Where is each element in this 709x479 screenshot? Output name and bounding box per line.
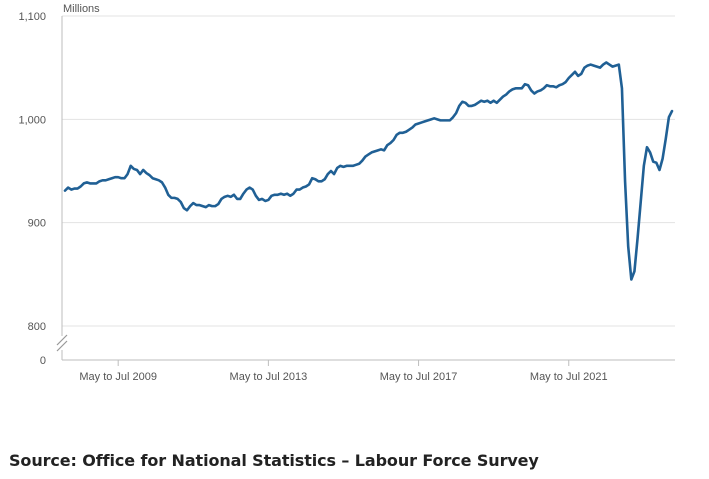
line-chart: Millions 1,100 1,000 900 800 0 May to Jul 20… (18, 3, 675, 383)
x-tick-label: May to Jul 2017 (380, 371, 458, 383)
y-axis-unit-label: Millions (63, 3, 100, 15)
x-tick-label: May to Jul 2021 (530, 371, 608, 383)
source-note: Source: Office for National Statistics –… (9, 451, 539, 470)
x-tick-label: May to Jul 2009 (79, 371, 157, 383)
y-tick-label: 900 (28, 218, 46, 230)
axis-break-mark (56, 340, 68, 352)
axis-break-gap (54, 337, 70, 349)
gridlines (62, 15, 675, 361)
x-axis-ticks: May to Jul 2009 May to Jul 2013 May to Jul… (79, 360, 608, 383)
series-line (63, 61, 674, 281)
y-tick-label: 1,100 (18, 11, 46, 23)
y-tick-label-zero: 0 (40, 355, 46, 367)
axes (54, 16, 70, 360)
x-tick-label: May to Jul 2013 (230, 371, 308, 383)
y-axis-ticks: 1,100 1,000 900 800 0 (18, 11, 46, 367)
y-tick-label: 1,000 (18, 114, 46, 126)
y-tick-label: 800 (28, 321, 46, 333)
axis-break-mark (56, 334, 68, 346)
